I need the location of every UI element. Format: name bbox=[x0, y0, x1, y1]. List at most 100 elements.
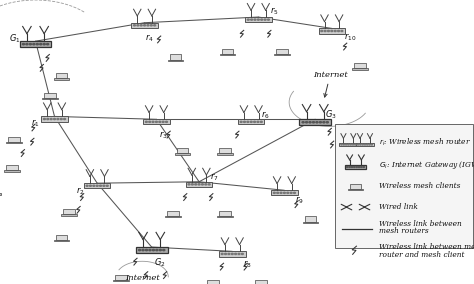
Bar bbox=[174, 153, 190, 155]
Circle shape bbox=[309, 122, 311, 123]
Bar bbox=[131, 23, 158, 28]
Bar bbox=[168, 60, 183, 61]
Bar bbox=[219, 251, 246, 256]
Circle shape bbox=[155, 121, 157, 122]
Circle shape bbox=[316, 122, 318, 123]
Bar bbox=[42, 98, 58, 99]
Circle shape bbox=[341, 30, 343, 32]
Circle shape bbox=[165, 121, 167, 122]
Bar bbox=[245, 17, 272, 22]
Text: $G_1$: $G_1$ bbox=[9, 32, 21, 45]
Circle shape bbox=[362, 144, 364, 145]
Circle shape bbox=[198, 184, 200, 185]
Circle shape bbox=[152, 121, 154, 122]
Circle shape bbox=[156, 249, 158, 251]
Bar bbox=[356, 143, 374, 146]
Circle shape bbox=[349, 166, 350, 168]
Circle shape bbox=[293, 192, 295, 193]
Circle shape bbox=[96, 185, 98, 186]
Circle shape bbox=[260, 121, 262, 122]
Text: Wireless link between: Wireless link between bbox=[379, 220, 462, 228]
Circle shape bbox=[26, 43, 28, 45]
Circle shape bbox=[251, 19, 253, 20]
Text: $G_i$: Internet Gateway (IGW): $G_i$: Internet Gateway (IGW) bbox=[379, 159, 474, 171]
Circle shape bbox=[369, 144, 370, 145]
Bar bbox=[6, 142, 22, 143]
Bar bbox=[339, 143, 357, 146]
Circle shape bbox=[346, 166, 348, 168]
Circle shape bbox=[331, 30, 333, 32]
Circle shape bbox=[355, 144, 356, 145]
Circle shape bbox=[290, 192, 292, 193]
Circle shape bbox=[351, 166, 353, 168]
Circle shape bbox=[261, 19, 263, 20]
Circle shape bbox=[324, 30, 326, 32]
Circle shape bbox=[152, 249, 155, 251]
Bar bbox=[299, 119, 331, 125]
Bar bbox=[170, 55, 181, 60]
Circle shape bbox=[241, 253, 243, 254]
Circle shape bbox=[138, 249, 141, 251]
Bar bbox=[340, 143, 352, 148]
Circle shape bbox=[191, 184, 193, 185]
Text: $r_1$: $r_1$ bbox=[31, 118, 39, 129]
Text: $r_6$: $r_6$ bbox=[261, 109, 269, 121]
Circle shape bbox=[134, 25, 136, 26]
Bar bbox=[177, 148, 188, 153]
Circle shape bbox=[302, 122, 304, 123]
Bar bbox=[219, 54, 236, 55]
Bar bbox=[9, 137, 20, 142]
Circle shape bbox=[159, 121, 161, 122]
Circle shape bbox=[326, 122, 328, 123]
Circle shape bbox=[328, 30, 329, 32]
Bar bbox=[61, 214, 76, 216]
Text: Wireless mesh clients: Wireless mesh clients bbox=[379, 182, 461, 190]
Circle shape bbox=[273, 192, 275, 193]
Circle shape bbox=[154, 25, 155, 26]
Circle shape bbox=[50, 118, 52, 120]
Circle shape bbox=[150, 25, 152, 26]
Circle shape bbox=[244, 121, 246, 122]
Bar bbox=[219, 211, 231, 216]
Circle shape bbox=[146, 121, 147, 122]
Circle shape bbox=[54, 118, 55, 120]
Circle shape bbox=[356, 166, 357, 168]
Circle shape bbox=[238, 253, 240, 254]
Bar bbox=[167, 211, 179, 216]
Text: $r_7$: $r_7$ bbox=[210, 172, 218, 183]
Circle shape bbox=[267, 19, 269, 20]
Circle shape bbox=[140, 25, 142, 26]
Circle shape bbox=[358, 166, 360, 168]
Circle shape bbox=[188, 184, 190, 185]
Circle shape bbox=[86, 185, 88, 186]
Circle shape bbox=[231, 253, 233, 254]
Circle shape bbox=[350, 144, 351, 145]
Circle shape bbox=[159, 249, 161, 251]
Circle shape bbox=[60, 118, 62, 120]
Circle shape bbox=[36, 43, 38, 45]
Circle shape bbox=[264, 19, 266, 20]
Circle shape bbox=[100, 185, 101, 186]
Bar bbox=[222, 49, 233, 54]
Circle shape bbox=[195, 184, 197, 185]
Circle shape bbox=[103, 185, 105, 186]
Circle shape bbox=[90, 185, 91, 186]
Circle shape bbox=[228, 253, 230, 254]
Circle shape bbox=[277, 192, 279, 193]
Circle shape bbox=[29, 43, 31, 45]
Bar bbox=[208, 280, 219, 284]
Circle shape bbox=[371, 144, 373, 145]
Circle shape bbox=[225, 253, 227, 254]
Circle shape bbox=[235, 253, 237, 254]
Bar bbox=[271, 190, 298, 195]
Circle shape bbox=[352, 144, 354, 145]
Circle shape bbox=[348, 144, 349, 145]
Bar bbox=[136, 247, 168, 253]
Bar bbox=[276, 49, 288, 54]
Bar bbox=[238, 119, 264, 124]
Bar bbox=[338, 148, 354, 149]
Circle shape bbox=[361, 166, 362, 168]
Text: $r_i$: Wireless mesh router: $r_i$: Wireless mesh router bbox=[379, 137, 471, 149]
Text: $r_5$: $r_5$ bbox=[270, 6, 279, 17]
Bar bbox=[345, 165, 366, 169]
